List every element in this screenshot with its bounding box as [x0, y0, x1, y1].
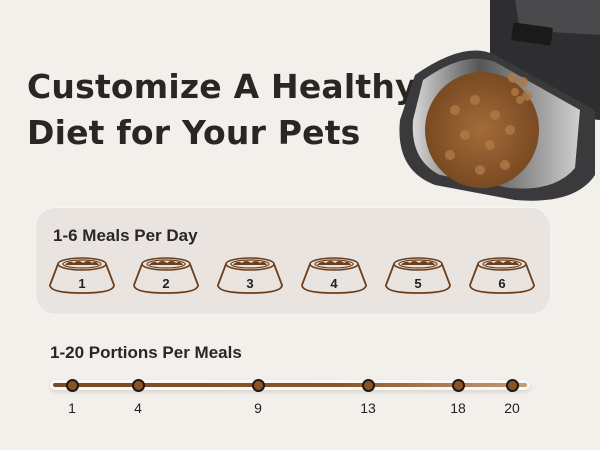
meal-bowl-4: 4	[299, 255, 369, 297]
meals-title: 1-6 Meals Per Day	[53, 226, 198, 245]
portion-marker-20	[506, 379, 519, 392]
bowl-icon	[301, 257, 367, 294]
meal-bowl-5: 5	[383, 255, 453, 297]
bowl-icon	[385, 257, 451, 294]
headline-line-1: Customize A Healthy	[27, 67, 417, 106]
portion-tick-label: 9	[254, 400, 262, 416]
bowl-number: 4	[330, 276, 338, 291]
portion-tick-label: 1	[68, 400, 76, 416]
portion-marker-1	[66, 379, 79, 392]
bowl-icon	[217, 257, 283, 294]
portions-title: 1-20 Portions Per Meals	[50, 343, 242, 362]
portions-slider-fill	[53, 383, 527, 387]
bowl-number: 1	[78, 276, 86, 291]
meals-panel	[35, 207, 551, 315]
portion-marker-13	[362, 379, 375, 392]
meal-bowl-2: 2	[131, 255, 201, 297]
portion-marker-9	[252, 379, 265, 392]
bowl-number: 6	[498, 276, 506, 291]
bowl-icon	[49, 257, 115, 294]
pet-feeder-image	[399, 0, 600, 201]
bowl-number: 3	[246, 276, 254, 291]
meal-bowl-3: 3	[215, 255, 285, 297]
meal-bowl-1: 1	[47, 255, 117, 297]
portion-tick-label: 4	[134, 400, 142, 416]
meal-bowl-6: 6	[467, 255, 537, 297]
portions-slider-track	[50, 380, 530, 390]
bowl-icon	[469, 257, 535, 294]
bowl-number: 5	[414, 276, 422, 291]
portion-tick-label: 18	[450, 400, 466, 416]
portion-tick-label: 13	[360, 400, 376, 416]
headline: Customize A Healthy Diet for Your Pets	[27, 64, 417, 156]
portion-tick-label: 20	[504, 400, 520, 416]
bowl-number: 2	[162, 276, 170, 291]
bowl-icon	[133, 257, 199, 294]
portion-marker-18	[452, 379, 465, 392]
portion-marker-4	[132, 379, 145, 392]
headline-line-2: Diet for Your Pets	[27, 113, 361, 152]
